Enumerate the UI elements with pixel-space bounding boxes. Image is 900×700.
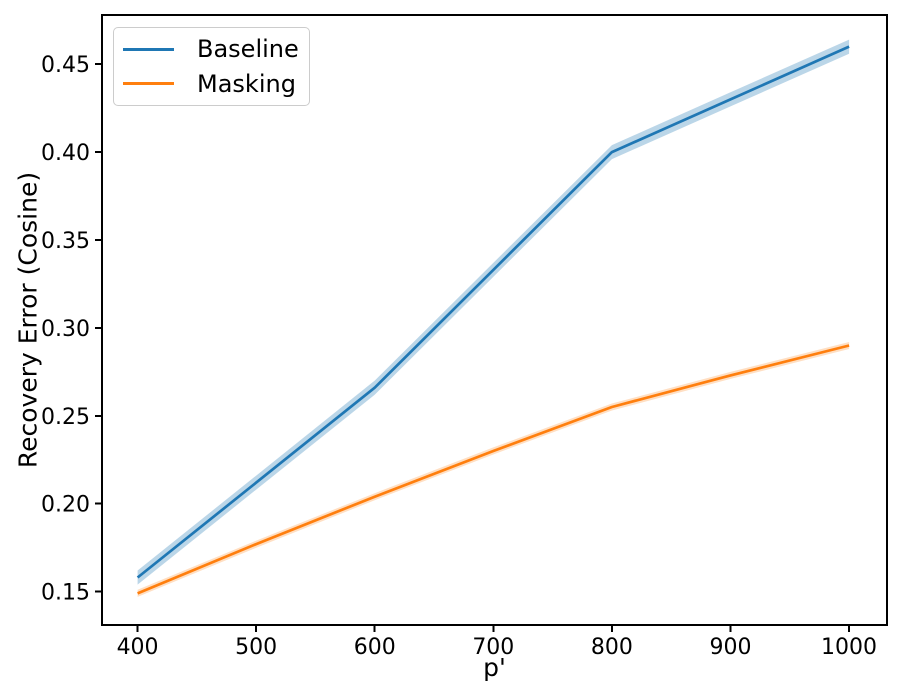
legend-label-masking: Masking [197, 69, 296, 98]
x-axis-label: p' [483, 653, 506, 682]
y-tick-label: 0.30 [41, 317, 90, 342]
y-tick-label: 0.15 [41, 581, 90, 606]
legend-item-masking: Masking [114, 72, 309, 96]
baseline-line [136, 45, 850, 579]
y-tick-label: 0.20 [41, 493, 90, 518]
x-tick-label: 900 [709, 635, 751, 660]
x-tick-label: 700 [472, 635, 514, 660]
legend-label-baseline: Baseline [197, 35, 299, 64]
x-tick-label: 500 [235, 635, 277, 660]
masking-line-sample [123, 82, 174, 86]
x-tick-label: 400 [117, 635, 159, 660]
baseline-line-sample [123, 47, 174, 51]
y-tick-label: 0.40 [41, 141, 90, 166]
plot-area-border [101, 14, 888, 626]
y-axis-label: Recovery Error (Cosine) [13, 171, 43, 469]
y-tick-label: 0.25 [41, 405, 90, 430]
y-tick-label: 0.35 [41, 229, 90, 254]
legend: Baseline Masking [113, 27, 310, 106]
legend-item-baseline: Baseline [114, 37, 309, 61]
masking-confidence-band [137, 342, 850, 597]
x-tick-label: 1000 [821, 635, 877, 660]
y-tick-label: 0.45 [41, 53, 90, 78]
x-tick-label: 800 [591, 635, 633, 660]
baseline-confidence-band [137, 39, 850, 585]
x-tick-label: 600 [354, 635, 396, 660]
masking-line [137, 344, 850, 595]
